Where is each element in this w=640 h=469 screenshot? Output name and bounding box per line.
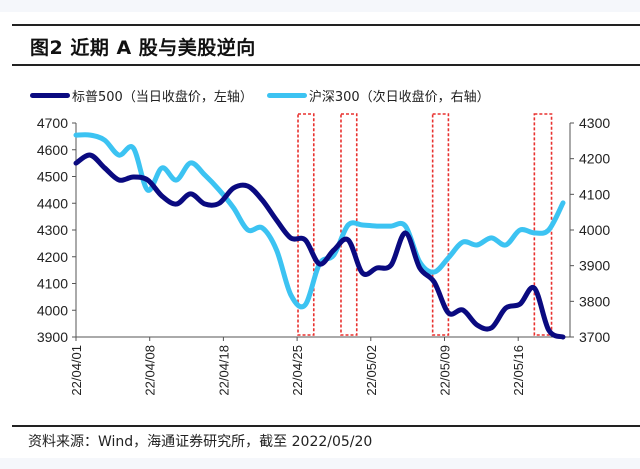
- bottom-band: [0, 458, 640, 469]
- title-top-rule: [12, 24, 640, 26]
- title-bottom-rule: [12, 64, 640, 66]
- x-tick-label: 22/04/01: [69, 345, 84, 396]
- series-lines: [73, 132, 566, 340]
- axes: 3900 4000 4100 4200 4300 4400 4500 4600 4700 3700…: [37, 115, 611, 396]
- left-tick-label: 4600: [37, 142, 68, 158]
- left-tick-label: 4200: [37, 249, 68, 265]
- source-note: 资料来源：Wind，海通证券研究所，截至 2022/05/20: [28, 434, 373, 450]
- right-tick-label: 3900: [579, 258, 610, 274]
- left-tick-label: 4100: [37, 276, 68, 292]
- highlight-box-3: [533, 113, 553, 336]
- series-line-sp500: [73, 152, 566, 340]
- left-tick-label: 4000: [37, 302, 68, 318]
- right-tick-label: 4100: [579, 186, 610, 202]
- x-tick-label: 22/04/18: [216, 345, 231, 396]
- highlight-boxes: [297, 113, 553, 336]
- x-tick-label: 22/04/08: [143, 345, 158, 396]
- series-line-csi300: [73, 132, 566, 310]
- legend-item-csi300: 沪深300（次日收盘价，右轴）: [266, 86, 490, 105]
- left-tick-label: 4700: [37, 115, 68, 131]
- legend-swatch-sp500: [30, 93, 70, 98]
- right-tick-label: 3700: [579, 329, 610, 345]
- legend: 标普500（当日收盘价，左轴） 沪深300（次日收盘价，右轴）: [30, 86, 504, 105]
- left-tick-label: 4300: [37, 222, 68, 238]
- left-tick-label: 4400: [37, 195, 68, 211]
- x-tick-label: 22/05/02: [364, 345, 379, 396]
- legend-label-csi300: 沪深300（次日收盘价，右轴）: [308, 90, 490, 105]
- highlight-box-2: [431, 113, 450, 336]
- left-tick-label: 4500: [37, 169, 68, 185]
- right-tick-label: 4000: [579, 222, 610, 238]
- highlight-box-0: [297, 113, 315, 336]
- legend-swatch-csi300: [266, 93, 307, 98]
- right-tick-label: 3800: [579, 293, 610, 309]
- legend-label-sp500: 标普500（当日收盘价，左轴）: [72, 90, 253, 105]
- footer-rule: [12, 425, 640, 427]
- x-tick-label: 22/04/25: [290, 345, 305, 396]
- right-tick-label: 4300: [579, 115, 610, 131]
- x-tick-label: 22/05/16: [511, 345, 526, 396]
- right-tick-label: 4200: [579, 151, 610, 167]
- top-band: [0, 0, 640, 12]
- figure-title: 图2 近期 A 股与美股逆向: [30, 37, 256, 59]
- legend-item-sp500: 标普500（当日收盘价，左轴）: [30, 86, 253, 105]
- x-tick-label: 22/05/09: [438, 345, 453, 396]
- left-tick-label: 3900: [37, 329, 68, 345]
